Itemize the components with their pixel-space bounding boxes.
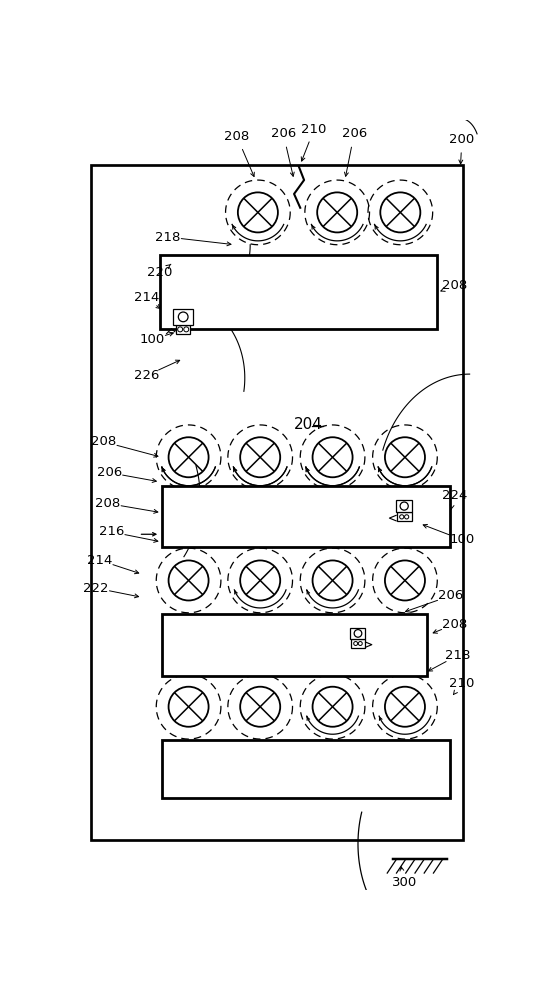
Text: 218: 218 bbox=[155, 231, 180, 244]
Bar bbox=[162, 614, 427, 676]
Text: 218: 218 bbox=[445, 649, 471, 662]
Bar bbox=[91, 165, 464, 840]
Text: 208: 208 bbox=[224, 130, 250, 143]
Text: 208: 208 bbox=[441, 279, 467, 292]
Text: 206: 206 bbox=[342, 127, 367, 140]
Bar bbox=[162, 486, 450, 547]
Bar bbox=[396, 500, 412, 512]
Bar bbox=[162, 740, 450, 798]
Text: 220: 220 bbox=[147, 266, 173, 279]
Bar bbox=[397, 512, 412, 521]
Text: 206: 206 bbox=[438, 589, 463, 602]
Bar bbox=[351, 639, 365, 648]
Bar bbox=[174, 309, 193, 325]
Bar bbox=[160, 255, 437, 329]
Text: 100: 100 bbox=[140, 333, 165, 346]
Text: 206: 206 bbox=[97, 466, 122, 479]
Text: 300: 300 bbox=[392, 876, 417, 889]
Text: 100: 100 bbox=[449, 533, 475, 546]
Text: 222: 222 bbox=[84, 582, 109, 595]
Text: 204: 204 bbox=[294, 417, 323, 432]
Text: 200: 200 bbox=[449, 133, 475, 146]
Text: 216: 216 bbox=[99, 525, 124, 538]
Text: 206: 206 bbox=[270, 127, 296, 140]
Text: 226: 226 bbox=[134, 369, 159, 382]
Text: 224: 224 bbox=[441, 489, 467, 502]
Text: 208: 208 bbox=[95, 497, 121, 510]
Text: 210: 210 bbox=[449, 677, 475, 690]
Bar bbox=[350, 628, 365, 639]
Text: 208: 208 bbox=[441, 618, 467, 631]
Text: 208: 208 bbox=[91, 435, 117, 448]
Text: 210: 210 bbox=[301, 123, 327, 136]
Text: 214: 214 bbox=[87, 554, 113, 567]
Bar bbox=[176, 325, 190, 334]
Text: 214: 214 bbox=[134, 291, 159, 304]
